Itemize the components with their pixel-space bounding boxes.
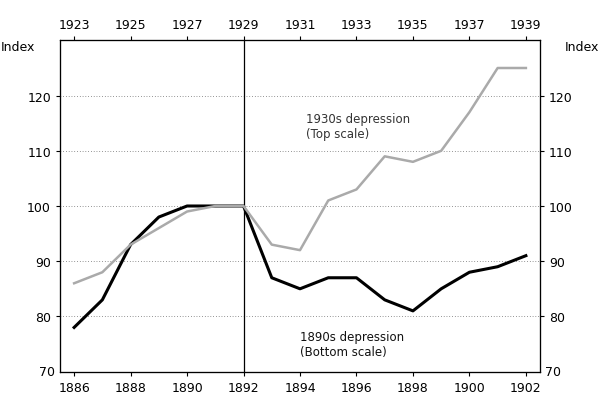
Text: Index: Index bbox=[565, 41, 599, 54]
Text: 1930s depression
(Top scale): 1930s depression (Top scale) bbox=[305, 113, 410, 141]
Text: 70: 70 bbox=[545, 365, 561, 378]
Text: 1890s depression
(Bottom scale): 1890s depression (Bottom scale) bbox=[300, 330, 404, 358]
Text: 70: 70 bbox=[39, 365, 55, 378]
Text: Index: Index bbox=[1, 41, 35, 54]
